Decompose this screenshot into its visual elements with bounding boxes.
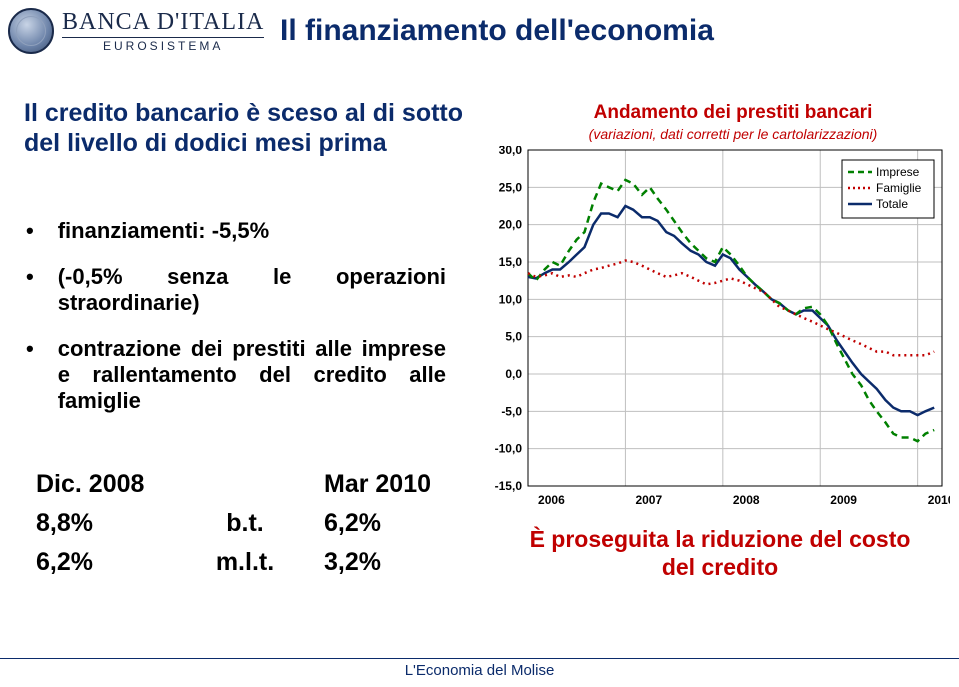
- footer-text: L'Economia del Molise: [0, 658, 959, 679]
- svg-text:2007: 2007: [635, 493, 662, 507]
- chart-subtitle: (variazioni, dati corretti per le cartol…: [528, 126, 938, 142]
- svg-text:-10,0: -10,0: [495, 442, 523, 456]
- bank-logo-icon: [8, 8, 54, 54]
- bullet-list: • finanziamenti: -5,5% • (-0,5% senza le…: [26, 218, 446, 434]
- svg-text:Imprese: Imprese: [876, 165, 920, 179]
- table-row: Dic. 2008 Mar 2010: [36, 470, 454, 499]
- bullet-text: (-0,5% senza le operazioni straordinarie…: [58, 264, 446, 316]
- svg-text:0,0: 0,0: [505, 367, 522, 381]
- bullet-dot-icon: •: [26, 336, 34, 414]
- svg-text:2008: 2008: [733, 493, 760, 507]
- logo-sub-text: EUROSISTEMA: [62, 37, 264, 52]
- logo-block: BANCA D'ITALIA EUROSISTEMA: [8, 8, 264, 54]
- list-item: • finanziamenti: -5,5%: [26, 218, 446, 244]
- table-row: 6,2% m.l.t. 3,2%: [36, 548, 454, 577]
- svg-text:15,0: 15,0: [499, 255, 523, 269]
- svg-text:2006: 2006: [538, 493, 565, 507]
- bullet-text: finanziamenti: -5,5%: [58, 218, 446, 244]
- table-cell: 3,2%: [324, 548, 454, 577]
- table-cell: b.t.: [206, 509, 284, 538]
- logo-main-text: BANCA D'ITALIA: [62, 10, 264, 34]
- table-cell: Mar 2010: [324, 470, 454, 499]
- svg-text:30,0: 30,0: [499, 146, 523, 157]
- bullet-dot-icon: •: [26, 264, 34, 316]
- line-chart: -15,0 -10,0 -5,0 0,0 5,0 10,0 15,0 20,0 25,0 30,0…: [480, 146, 950, 508]
- svg-text:-15,0: -15,0: [495, 479, 523, 493]
- svg-text:2009: 2009: [830, 493, 857, 507]
- bullet-text: contrazione dei prestiti alle imprese e …: [58, 336, 446, 414]
- slide-title: Il finanziamento dell'economia: [280, 14, 714, 48]
- left-heading: Il credito bancario è sceso al di sotto …: [24, 98, 464, 158]
- chart-svg: -15,0 -10,0 -5,0 0,0 5,0 10,0 15,0 20,0 25,0 30,0…: [480, 146, 950, 508]
- table-cell: Dic. 2008: [36, 470, 166, 499]
- chart-title: Andamento dei prestiti bancari: [528, 102, 938, 124]
- table-cell: [206, 470, 284, 499]
- svg-text:25,0: 25,0: [499, 180, 523, 194]
- list-item: • (-0,5% senza le operazioni straordinar…: [26, 264, 446, 316]
- table-cell: 6,2%: [36, 548, 166, 577]
- table-cell: 8,8%: [36, 509, 166, 538]
- svg-text:Totale: Totale: [876, 197, 908, 211]
- logo-text-block: BANCA D'ITALIA EUROSISTEMA: [62, 10, 264, 52]
- svg-text:-5,0: -5,0: [501, 404, 522, 418]
- period-table: Dic. 2008 Mar 2010 8,8% b.t. 6,2% 6,2% m…: [36, 470, 454, 587]
- svg-text:10,0: 10,0: [499, 292, 523, 306]
- table-cell: 6,2%: [324, 509, 454, 538]
- svg-text:2010: 2010: [928, 493, 950, 507]
- table-row: 8,8% b.t. 6,2%: [36, 509, 454, 538]
- svg-text:Famiglie: Famiglie: [876, 181, 922, 195]
- bullet-dot-icon: •: [26, 218, 34, 244]
- bottom-right-note: È proseguita la riduzione del costo del …: [510, 526, 930, 581]
- svg-text:5,0: 5,0: [505, 330, 522, 344]
- svg-text:20,0: 20,0: [499, 218, 523, 232]
- list-item: • contrazione dei prestiti alle imprese …: [26, 336, 446, 414]
- table-cell: m.l.t.: [206, 548, 284, 577]
